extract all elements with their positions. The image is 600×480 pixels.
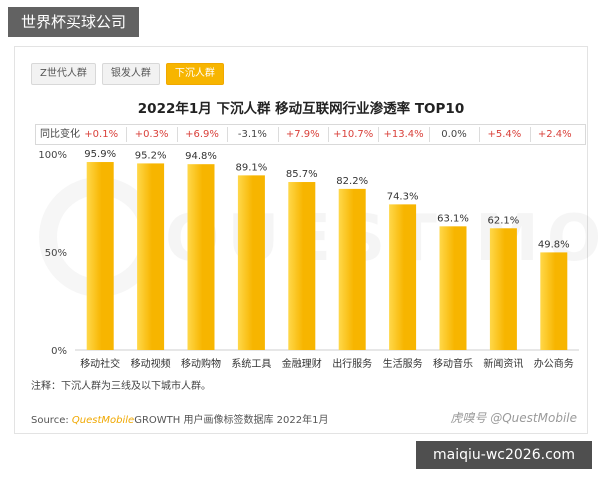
bar (540, 252, 568, 350)
chart-panel: QUEST MOBILE Z世代人群 银发人群 下沉人群 2022年1月 下沉人… (14, 46, 600, 434)
x-tick-label: 移动音乐 (433, 357, 473, 370)
x-tick-label: 移动购物 (181, 357, 221, 370)
y-tick-label: 50% (45, 248, 67, 259)
bar (86, 162, 114, 350)
yoy-value: +7.9% (285, 129, 320, 140)
yoy-value: +13.4% (383, 129, 424, 140)
yoy-value: +5.4% (487, 129, 522, 140)
yoy-row: 同比变化 +0.1% +0.3% +6.9% -3.1% +7.9% +10.7% +13.… (35, 124, 586, 145)
source-line: Source: QuestMobileGROWTH 用户画像标签数据库 2022… (31, 411, 328, 426)
bar (338, 188, 366, 350)
yoy-divider (479, 127, 481, 142)
yoy-divider (277, 127, 279, 142)
data-label: 95.9% (84, 149, 116, 160)
data-label: 85.7% (286, 169, 318, 180)
chart-title: 2022年1月 下沉人群 移动互联网行业渗透率 TOP10 (137, 101, 465, 117)
yoy-divider (227, 127, 229, 142)
segment-tabs: Z世代人群 银发人群 下沉人群 (31, 63, 230, 85)
data-label: 94.8% (185, 151, 217, 162)
y-tick-label: 100% (38, 150, 67, 161)
data-label: 95.2% (135, 150, 167, 161)
yoy-value: +0.1% (84, 129, 119, 140)
data-label: 63.1% (437, 213, 469, 224)
yoy-value: 0.0% (441, 129, 467, 140)
yoy-divider (176, 127, 178, 142)
data-label: 62.1% (488, 215, 520, 226)
data-label: 49.8% (538, 239, 570, 250)
site-url: maiqiu-wc2026.com (416, 441, 592, 469)
yoy-value: +6.9% (185, 129, 219, 140)
bar (389, 204, 417, 350)
yoy-divider (378, 127, 380, 142)
yoy-value: +0.3% (134, 129, 169, 140)
yoy-value: +2.4% (537, 129, 572, 140)
bar (439, 226, 467, 350)
x-tick-label: 移动视频 (131, 357, 171, 370)
watermark: QUEST MOBILE (165, 202, 600, 276)
yoy-label: 同比变化 (40, 129, 80, 140)
footnote: 注释：下沉人群为三线及以下城市人群。 (31, 381, 211, 392)
yoy-divider (126, 127, 128, 142)
footer-logos: 虎嗅号 @QuestMobile (450, 411, 577, 425)
source-prefix: Source: (31, 415, 69, 426)
source-brand: QuestMobile (71, 415, 135, 426)
tab-gen-z[interactable]: Z世代人群 (31, 63, 96, 85)
tab-silver[interactable]: 银发人群 (101, 63, 160, 85)
x-tick-label: 办公商务 (534, 357, 574, 370)
yoy-divider (328, 127, 329, 142)
bar (187, 164, 215, 350)
x-tick-label: 新闻资讯 (483, 357, 523, 370)
yoy-divider (529, 127, 531, 142)
x-tick-label: 系统工具 (231, 357, 271, 370)
site-tag: 世界杯买球公司 (8, 7, 139, 37)
bar-chart: 0% 50% 100% 95.9% 移动社交 95.2% 移动视频 94.8% 移动购物 89.1… (38, 149, 579, 370)
y-tick-label: 0% (51, 346, 67, 357)
source-rest: GROWTH 用户画像标签数据库 2022年1月 (134, 415, 329, 426)
data-label: 74.3% (387, 191, 419, 202)
x-tick-label: 出行服务 (332, 357, 372, 370)
data-label: 82.2% (336, 176, 368, 187)
bar (489, 228, 517, 350)
bar (237, 175, 265, 350)
yoy-value: +10.7% (333, 129, 374, 140)
tab-lower-tier[interactable]: 下沉人群 (165, 63, 224, 85)
yoy-value: -3.1% (237, 129, 267, 140)
yoy-divider (428, 127, 430, 142)
data-label: 89.1% (236, 162, 268, 173)
bar (137, 163, 165, 350)
x-tick-label: 移动社交 (80, 357, 120, 370)
x-tick-label: 金融理财 (282, 357, 322, 370)
x-tick-label: 生活服务 (383, 357, 423, 370)
bar (288, 182, 316, 350)
